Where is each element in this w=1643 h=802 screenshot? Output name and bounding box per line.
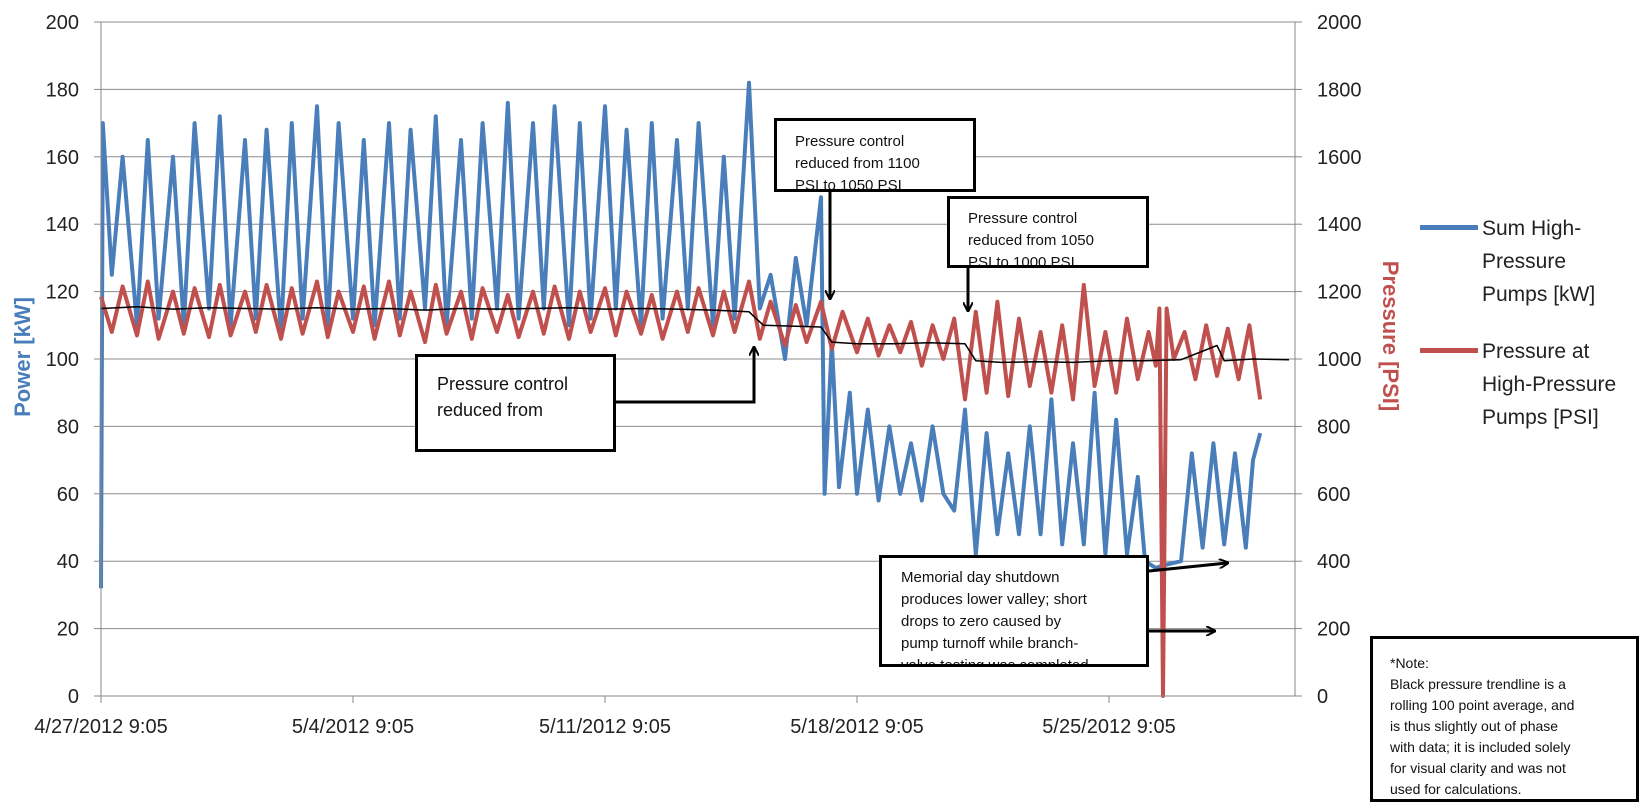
legend-label-power: Sum High- Pressure Pumps [kW] <box>1482 217 1596 306</box>
x-tick-label: 5/18/2012 9:05 <box>790 716 923 738</box>
y-tick-label: 40 <box>57 551 79 573</box>
annotation-text: Pressure control reduced from <box>437 374 569 420</box>
series-trendline <box>100 306 1290 364</box>
x-tick-label: 5/11/2012 9:05 <box>539 716 671 738</box>
y2-tick-label: 0 <box>1317 686 1328 708</box>
annotation-memorial-day: Memorial day shutdown produces lower val… <box>879 555 1149 667</box>
y2-tick-label: 600 <box>1317 484 1350 506</box>
y-tick-label: 80 <box>57 416 79 438</box>
y-tick-label: 0 <box>68 686 79 708</box>
y-tick-label: 60 <box>57 484 79 506</box>
x-tick-label: 4/27/2012 9:05 <box>34 716 167 738</box>
y-tick-label: 160 <box>46 147 79 169</box>
trendline-note: *Note: Black pressure trendline is a rol… <box>1370 636 1639 802</box>
left-axis-title: Power [kW] <box>10 297 35 417</box>
y2-tick-label: 1600 <box>1317 147 1362 169</box>
series-pressure-line <box>99 279 1263 698</box>
y2-tick-label: 800 <box>1317 416 1350 438</box>
note-text: *Note: Black pressure trendline is a rol… <box>1390 655 1575 797</box>
y2-tick-label: 2000 <box>1317 12 1362 34</box>
arrow-pressure-reduced <box>616 348 754 404</box>
y-tick-label: 120 <box>46 282 79 304</box>
y2-tick-label: 1800 <box>1317 79 1362 101</box>
y-tick-label: 180 <box>46 79 79 101</box>
arrow-memorial-valley <box>1148 563 1227 573</box>
annotation-text: Memorial day shutdown produces lower val… <box>901 569 1089 667</box>
y-tick-label: 20 <box>57 619 79 641</box>
y-tick-label: 140 <box>46 214 79 236</box>
legend-label-pressure: Pressure at High-Pressure Pumps [PSI] <box>1482 340 1617 429</box>
annotation-text: Pressure control reduced from 1100 PSI t… <box>795 133 920 192</box>
tick-labels: 0204060801001201401601802000200400600800… <box>34 12 1361 738</box>
y-tick-label: 100 <box>46 349 79 371</box>
y2-tick-label: 1400 <box>1317 214 1362 236</box>
y-tick-label: 200 <box>46 12 79 34</box>
annotation-1100-to-1050: Pressure control reduced from 1100 PSI t… <box>774 118 976 192</box>
legend-item-power: Sum High- Pressure Pumps [kW] <box>1420 212 1640 311</box>
annotation-text: Pressure control reduced from 1050 PSI t… <box>968 210 1094 268</box>
right-axis-title: Pressure [PSI] <box>1378 261 1403 411</box>
y2-tick-label: 1000 <box>1317 349 1362 371</box>
x-tick-label: 5/4/2012 9:05 <box>292 716 414 738</box>
y2-tick-label: 1200 <box>1317 282 1362 304</box>
legend-swatch-pressure <box>1420 348 1478 353</box>
axes <box>94 21 1302 703</box>
annotation-1050-to-1000: Pressure control reduced from 1050 PSI t… <box>947 196 1149 268</box>
y2-tick-label: 200 <box>1317 619 1350 641</box>
y2-tick-label: 400 <box>1317 551 1350 573</box>
annotation-pressure-reduced: Pressure control reduced from <box>415 354 616 452</box>
legend-item-pressure: Pressure at High-Pressure Pumps [PSI] <box>1420 335 1640 434</box>
series-power-line <box>99 80 1263 589</box>
x-tick-label: 5/25/2012 9:05 <box>1042 716 1175 738</box>
annotation-arrows <box>616 192 1227 631</box>
legend: Sum High- Pressure Pumps [kW] Pressure a… <box>1420 212 1640 458</box>
legend-swatch-power <box>1420 225 1478 230</box>
series-layer <box>99 80 1290 698</box>
